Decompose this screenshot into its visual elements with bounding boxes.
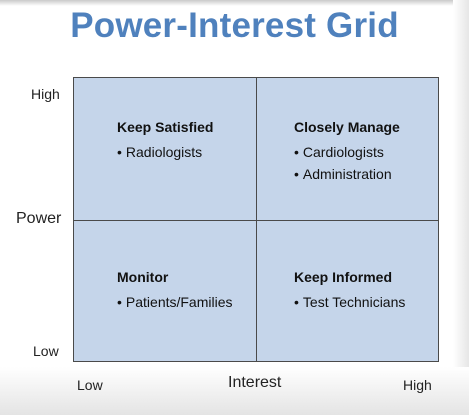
quadrant-keep-satisfied: Keep Satisfied Radiologists [117,119,213,163]
quadrant-item: Test Technicians [294,291,405,313]
quadrant-item-list: Patients/Families [117,291,233,313]
grid-horizontal-divider [74,220,438,221]
quadrant-item: Administration [294,163,400,185]
x-axis-low-label: Low [77,377,103,393]
slide-right-edge [453,0,469,415]
quadrant-title: Monitor [117,269,169,285]
x-axis-high-label: High [403,377,432,393]
quadrant-title: Keep Satisfied [117,119,214,135]
quadrant-monitor: Monitor Patients/Families [117,269,233,313]
quadrant-title: Keep Informed [294,269,393,285]
quadrant-item-list: Cardiologists Administration [294,141,400,185]
quadrant-keep-informed: Keep Informed Test Technicians [294,269,405,313]
y-axis-label: Power [16,210,62,227]
quadrant-item: Radiologists [117,141,213,163]
quadrant-item: Patients/Families [117,291,233,313]
quadrant-closely-manage: Closely Manage Cardiologists Administrat… [294,119,400,185]
y-axis-low-label: Low [33,343,59,359]
slide-top-edge [0,0,469,6]
quadrant-item-list: Test Technicians [294,291,405,313]
x-axis-label: Interest [228,374,282,391]
grid-vertical-divider [256,78,257,361]
slide-bottom-fade [0,367,469,415]
quadrant-item-list: Radiologists [117,141,213,163]
y-axis-high-label: High [31,86,60,102]
quadrant-item: Cardiologists [294,141,400,163]
power-interest-grid: Keep Satisfied Radiologists Closely Mana… [73,77,439,362]
slide-title: Power-Interest Grid [70,6,399,45]
quadrant-title: Closely Manage [294,119,400,135]
